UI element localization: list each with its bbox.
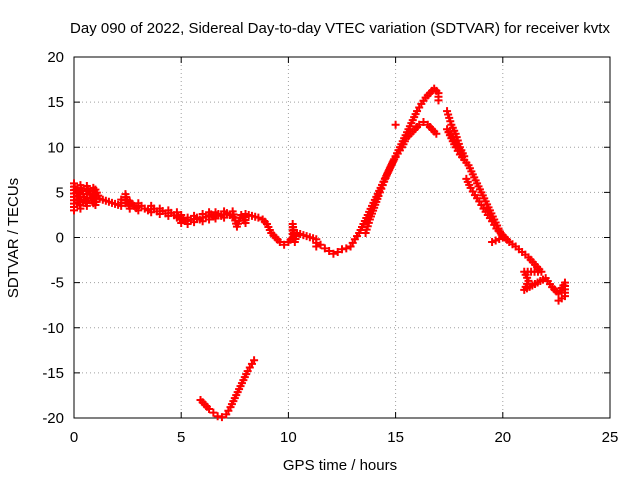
y-axis-label: SDTVAR / TECUs <box>5 178 22 298</box>
data-marks <box>70 84 569 422</box>
data-point <box>554 296 563 305</box>
y-tick-label: 5 <box>56 184 64 201</box>
data-point <box>209 408 218 417</box>
data-point <box>250 356 259 365</box>
x-axis-label: GPS time / hours <box>283 457 397 474</box>
x-tick-label: 15 <box>387 429 404 446</box>
data-point <box>419 117 428 126</box>
data-point <box>325 247 334 256</box>
y-tick-label: -20 <box>42 410 64 427</box>
y-tick-label: 10 <box>47 139 64 156</box>
data-point <box>391 120 400 129</box>
data-point <box>432 129 441 138</box>
data-point <box>254 213 263 222</box>
x-tick-label: 25 <box>602 429 619 446</box>
data-point <box>415 120 424 129</box>
data-point <box>312 242 321 251</box>
data-point <box>280 240 289 249</box>
data-point <box>320 244 329 253</box>
data-point <box>275 238 284 247</box>
data-point <box>488 238 497 247</box>
y-tick-label: 0 <box>56 230 64 247</box>
data-point <box>217 413 226 422</box>
x-tick-label: 20 <box>494 429 511 446</box>
y-tick-label: 20 <box>47 49 64 66</box>
x-tick-label: 10 <box>280 429 297 446</box>
data-point <box>434 96 443 105</box>
grid-lines <box>74 57 610 418</box>
y-tick-label: 15 <box>47 94 64 111</box>
data-point <box>342 244 351 253</box>
y-tick-label: -15 <box>42 365 64 382</box>
data-point <box>205 404 214 413</box>
data-point <box>329 249 338 258</box>
y-tick-label: -5 <box>51 275 64 292</box>
data-point <box>316 240 325 249</box>
data-point <box>333 247 342 256</box>
x-tick-label: 5 <box>177 429 185 446</box>
x-tick-label: 0 <box>70 429 78 446</box>
axis-ticks: 0 5 10 15 20 25 -20 -15 -10 -5 0 5 10 15 20 <box>42 49 618 446</box>
chart-title: Day 090 of 2022, Sidereal Day-to-day VTE… <box>70 20 610 37</box>
y-tick-label: -10 <box>42 320 64 337</box>
